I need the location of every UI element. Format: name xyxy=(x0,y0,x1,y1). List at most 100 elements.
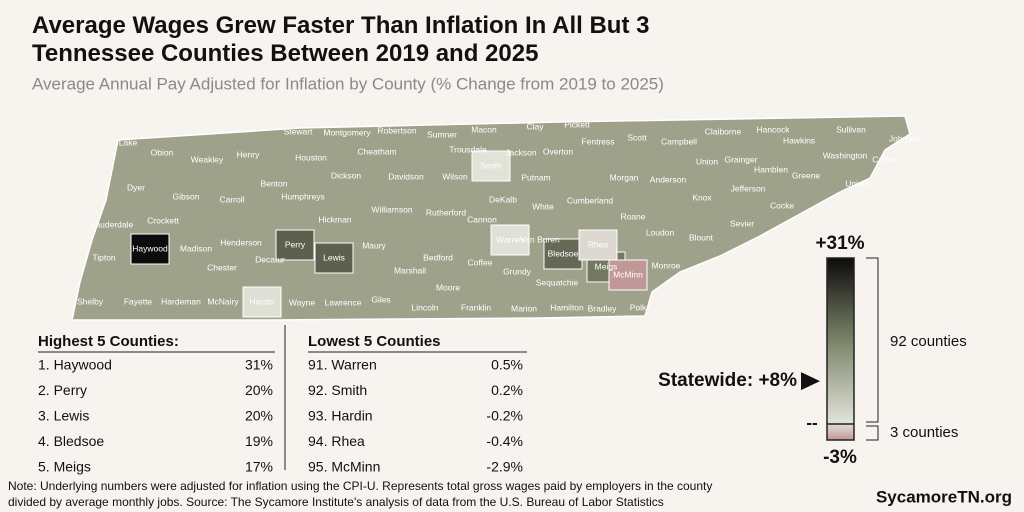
county-label: Chester xyxy=(207,262,237,272)
row-value: -2.9% xyxy=(486,459,523,475)
county-label: Lewis xyxy=(323,252,345,262)
row-value: 0.5% xyxy=(491,357,523,373)
county-label: Henderson xyxy=(220,237,262,247)
bracket xyxy=(866,425,879,441)
county-label: Fentress xyxy=(581,136,614,146)
county-label: Hawkins xyxy=(783,135,815,145)
county-label: Rutherford xyxy=(426,207,466,217)
county-label: Robertson xyxy=(377,125,416,135)
county-label: Scott xyxy=(627,132,647,142)
row-name: 5. Meigs xyxy=(38,459,91,475)
county-highlight xyxy=(314,242,354,274)
row-value: 19% xyxy=(245,433,273,449)
county-label: Williamson xyxy=(371,204,412,214)
county-label: Wayne xyxy=(289,297,315,307)
row-value: 20% xyxy=(245,408,273,424)
county-label: Bradley xyxy=(588,303,618,313)
county-label: DeKalb xyxy=(489,194,517,204)
row-name: 92. Smith xyxy=(308,382,367,398)
county-label: Polk xyxy=(630,302,647,312)
county-label: Houston xyxy=(295,152,327,162)
row-name: 1. Haywood xyxy=(38,357,112,373)
county-label: Smith xyxy=(480,160,502,170)
row-name: 91. Warren xyxy=(308,357,377,373)
county-layer: Lake Obion Weakley Henry Stewart Montgomery Ro… xyxy=(77,119,921,318)
title: Average Wages Grew Faster Than Inflation… xyxy=(32,12,649,67)
row-name: 4. Bledsoe xyxy=(38,433,104,449)
county-label: Pickett xyxy=(564,119,590,129)
county-label: Fayette xyxy=(124,296,153,306)
county-label: Overton xyxy=(543,146,574,156)
legend-bar xyxy=(826,257,855,441)
county-label: Perry xyxy=(285,239,306,249)
county-label: Maury xyxy=(362,240,386,250)
county-label: Marshall xyxy=(394,265,426,275)
legend-max: +31% xyxy=(815,233,864,254)
county-label: Cumberland xyxy=(567,195,614,205)
county-label: Hamilton xyxy=(550,302,584,312)
county-label: Shelby xyxy=(77,296,104,306)
county-label: Warren xyxy=(496,234,524,244)
county-highlight xyxy=(490,224,530,256)
subtitle: Average Annual Pay Adjusted for Inflatio… xyxy=(32,74,664,93)
county-highlight xyxy=(608,259,648,291)
county-highlight xyxy=(543,238,583,270)
county-label: Sullivan xyxy=(836,124,866,134)
county-label: Hardin xyxy=(249,296,274,306)
county-label: Haywood xyxy=(132,243,168,253)
county-label: Coffee xyxy=(468,257,493,267)
county-label: Lauderdale xyxy=(91,219,134,229)
row-name: 95. McMinn xyxy=(308,459,380,475)
county-label: Stewart xyxy=(284,126,313,136)
county-label: Campbell xyxy=(661,136,697,146)
county-label: Macon xyxy=(471,124,497,134)
county-label: Hardeman xyxy=(161,296,201,306)
county-label: White xyxy=(532,201,554,211)
county-label: Tipton xyxy=(92,252,116,262)
statewide-label: Statewide: +8% xyxy=(658,370,797,391)
county-label: Montgomery xyxy=(323,127,371,137)
county-label: Gibson xyxy=(173,191,200,201)
county-label: Davidson xyxy=(388,171,424,181)
county-label: Weakley xyxy=(191,154,224,164)
county-highlight xyxy=(130,233,170,265)
county-label: McNairy xyxy=(207,296,239,306)
county-label: Sevier xyxy=(730,218,754,228)
row-name: 93. Hardin xyxy=(308,408,373,424)
county-label: Franklin xyxy=(461,302,492,312)
county-label: Crockett xyxy=(147,215,179,225)
county-label: Decatur xyxy=(255,254,285,264)
county-label: Cannon xyxy=(467,214,497,224)
county-label: Hancock xyxy=(756,124,790,134)
county-highlight xyxy=(242,286,282,318)
county-label: Blount xyxy=(689,232,714,242)
county-label: Bedford xyxy=(423,252,453,262)
count-label: 92 counties xyxy=(890,333,967,350)
county-highlight xyxy=(471,150,511,182)
county-label: Hamblen xyxy=(754,164,788,174)
bracket xyxy=(866,257,879,423)
county-label: Carroll xyxy=(219,194,244,204)
county-label: Giles xyxy=(371,294,390,304)
row-value: 31% xyxy=(245,357,273,373)
county-label: Loudon xyxy=(646,227,675,237)
county-label: Grundy xyxy=(503,266,532,276)
row-value: 20% xyxy=(245,382,273,398)
county-label: Monroe xyxy=(652,260,681,270)
county-label: Sequatchie xyxy=(536,277,579,287)
county-label: Carter xyxy=(872,154,896,164)
county-label: Meigs xyxy=(595,261,618,271)
row-value: -0.4% xyxy=(486,433,523,449)
brand: SycamoreTN.org xyxy=(876,487,1012,506)
county-label: Putnam xyxy=(521,172,550,182)
county-highlight xyxy=(275,229,315,261)
legend: +31% -3% -- Statewide: +8% 92 counties 3 coun… xyxy=(658,233,967,468)
row-name: 94. Rhea xyxy=(308,433,365,449)
county-label: Rhea xyxy=(588,239,609,249)
county-label: Anderson xyxy=(650,174,687,184)
county-label: Clay xyxy=(526,121,544,131)
county-highlight xyxy=(578,229,618,261)
county-label: Cheatham xyxy=(357,146,396,156)
county-label: Grainger xyxy=(724,154,757,164)
